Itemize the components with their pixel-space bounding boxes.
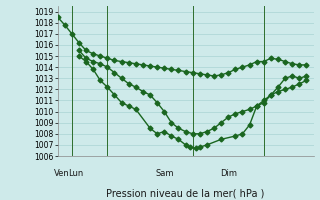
Text: Ven: Ven: [54, 169, 70, 178]
Text: Sam: Sam: [155, 169, 173, 178]
Text: Pression niveau de la mer( hPa ): Pression niveau de la mer( hPa ): [107, 189, 265, 199]
Text: Dim: Dim: [220, 169, 237, 178]
Text: Lun: Lun: [68, 169, 84, 178]
